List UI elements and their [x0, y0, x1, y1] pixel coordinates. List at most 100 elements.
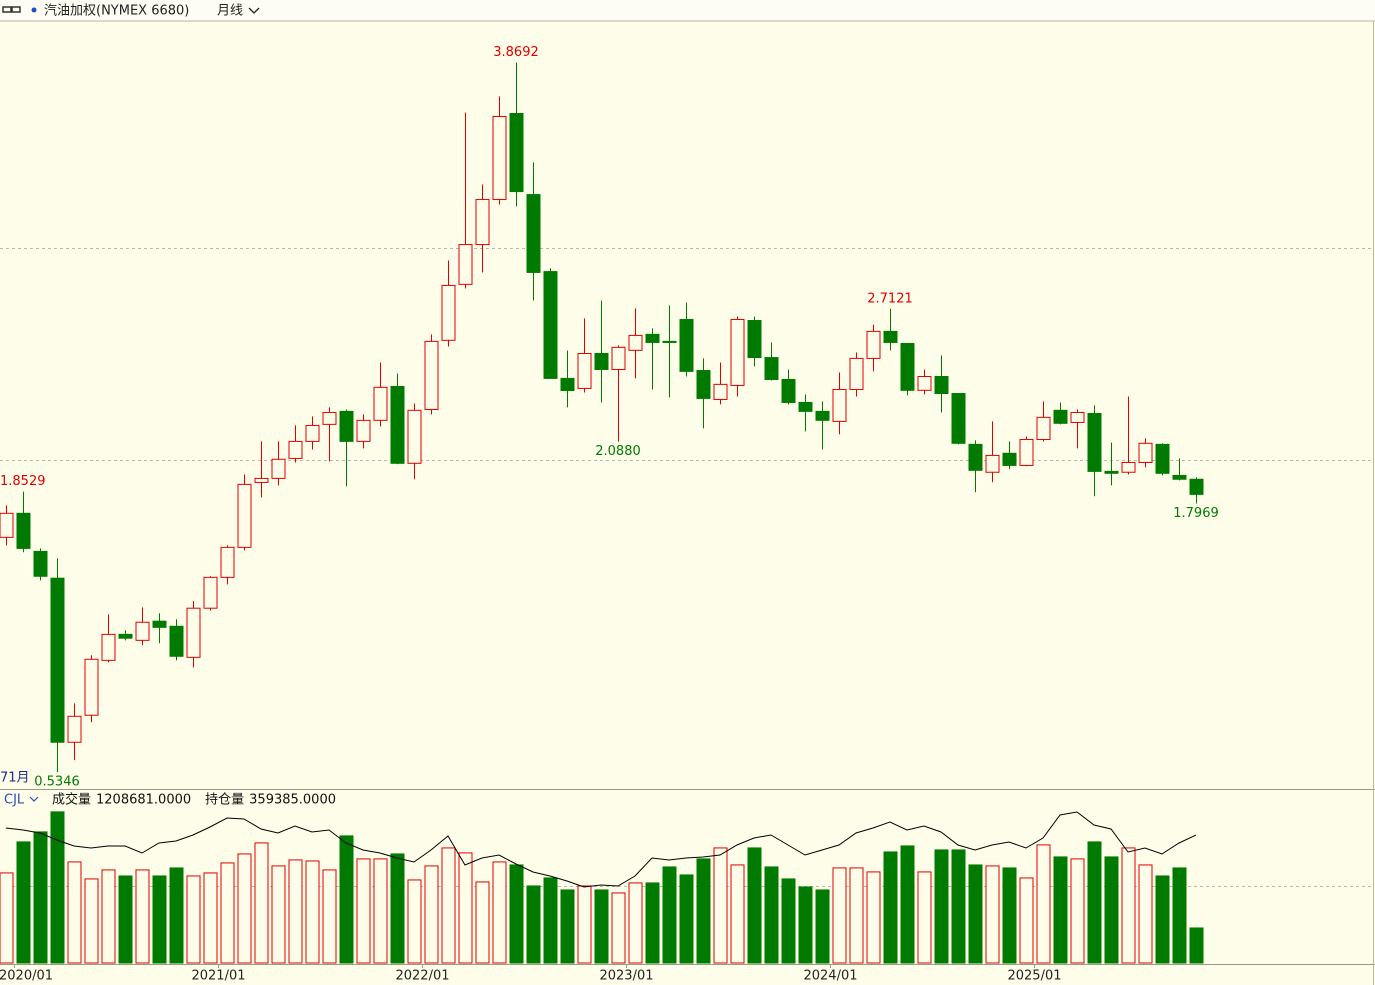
candle-body [968, 443, 983, 471]
volume-bar [662, 866, 677, 964]
candle-body [1155, 443, 1170, 474]
candle-body [1036, 416, 1051, 440]
candle-body [917, 375, 932, 391]
candle-body [135, 621, 150, 641]
volume-bar [951, 849, 966, 964]
candle-body [628, 334, 643, 351]
volume-bar [985, 865, 1000, 964]
indicator-name[interactable]: CJL [4, 793, 25, 808]
candle-body [543, 271, 558, 379]
bar-count: 71月 [0, 771, 30, 786]
candle-body [220, 546, 235, 578]
volume-bar [679, 874, 694, 964]
volume-bar [866, 871, 881, 964]
candle-body [713, 383, 728, 400]
extreme-label: 1.8529 [0, 474, 46, 489]
volume-bar [135, 869, 150, 964]
link-icon[interactable] [2, 6, 21, 13]
candle-body [0, 512, 14, 538]
volume-bar [594, 889, 609, 964]
candle-body [322, 411, 337, 425]
extreme-label: 2.7121 [867, 291, 913, 306]
candle-body [679, 318, 694, 372]
candle-body [101, 633, 116, 661]
volume-bar [509, 864, 524, 964]
candle-body [390, 385, 405, 464]
period-selector[interactable]: 月线 [217, 4, 243, 19]
candle-body [577, 353, 592, 389]
extreme-label: 3.8692 [493, 45, 539, 60]
candle-body [594, 353, 609, 370]
candle-body [662, 340, 677, 343]
indicator-chevron[interactable] [29, 796, 39, 802]
volume-bar [407, 879, 422, 964]
volume-bar [764, 866, 779, 964]
volume-bar [254, 842, 269, 964]
candle-body [441, 284, 456, 341]
candle-body [458, 244, 473, 285]
volume-bar [934, 849, 949, 964]
volume-bar [237, 853, 252, 964]
volume-bar [917, 871, 932, 964]
candle-body [611, 346, 626, 370]
volume-bar [1070, 858, 1085, 964]
candle-body [424, 340, 439, 410]
volume-bar [271, 865, 286, 964]
candle-body [985, 454, 1000, 473]
candle-body [883, 330, 898, 343]
volume-bar [1002, 867, 1017, 964]
volume-bar [526, 885, 541, 964]
candle-body [934, 375, 949, 395]
volume-bar [560, 889, 575, 964]
x-tick-label: 2021/01 [191, 969, 245, 984]
x-tick-label: 2020/01 [0, 969, 53, 984]
volume-bar [152, 875, 167, 964]
volume-bar [67, 861, 82, 964]
status-dot [31, 7, 37, 13]
candle-body [288, 440, 303, 459]
volume-bar [1104, 856, 1119, 964]
volume-bar [458, 852, 473, 964]
volume-bar [441, 847, 456, 964]
candle-body [1121, 461, 1136, 473]
volume-bar [832, 867, 847, 964]
volume-bar [1036, 844, 1051, 964]
volume-bar [186, 875, 201, 964]
extreme-label: 2.0880 [595, 444, 641, 459]
candle-body [798, 401, 813, 412]
candle-body [1002, 452, 1017, 466]
candle-body [764, 357, 779, 380]
candle-body [339, 410, 354, 442]
volume-bar [849, 867, 864, 964]
volume-bar [696, 858, 711, 964]
legend-name: 成交量 [52, 792, 91, 808]
volume-bar [101, 869, 116, 964]
volume-bar [288, 859, 303, 964]
volume-bar [424, 865, 439, 964]
candle-body [815, 410, 830, 421]
candle-body [1172, 474, 1187, 480]
period-chevron[interactable] [248, 7, 260, 14]
x-tick-label: 2023/01 [599, 969, 653, 984]
legend-value: 359385.0000 [249, 793, 336, 808]
volume-bar [611, 892, 626, 964]
candle-body [50, 577, 65, 743]
volume-bar [968, 864, 983, 964]
candle-body [1087, 413, 1102, 472]
candle-body [526, 194, 541, 273]
candle-body [1104, 470, 1119, 474]
volume-bar [577, 885, 592, 964]
volume-bar [50, 811, 65, 964]
volume-bar [475, 881, 490, 964]
candle-body [951, 393, 966, 444]
volume-bar [356, 858, 371, 964]
candle-body [492, 115, 507, 200]
candle-body [118, 633, 133, 639]
volume-bar [730, 864, 745, 964]
x-tick-label: 2022/01 [395, 969, 449, 984]
candle-body [84, 658, 99, 716]
candle-body [67, 715, 82, 743]
candle-body [1019, 438, 1034, 466]
candle-body [1138, 442, 1153, 463]
